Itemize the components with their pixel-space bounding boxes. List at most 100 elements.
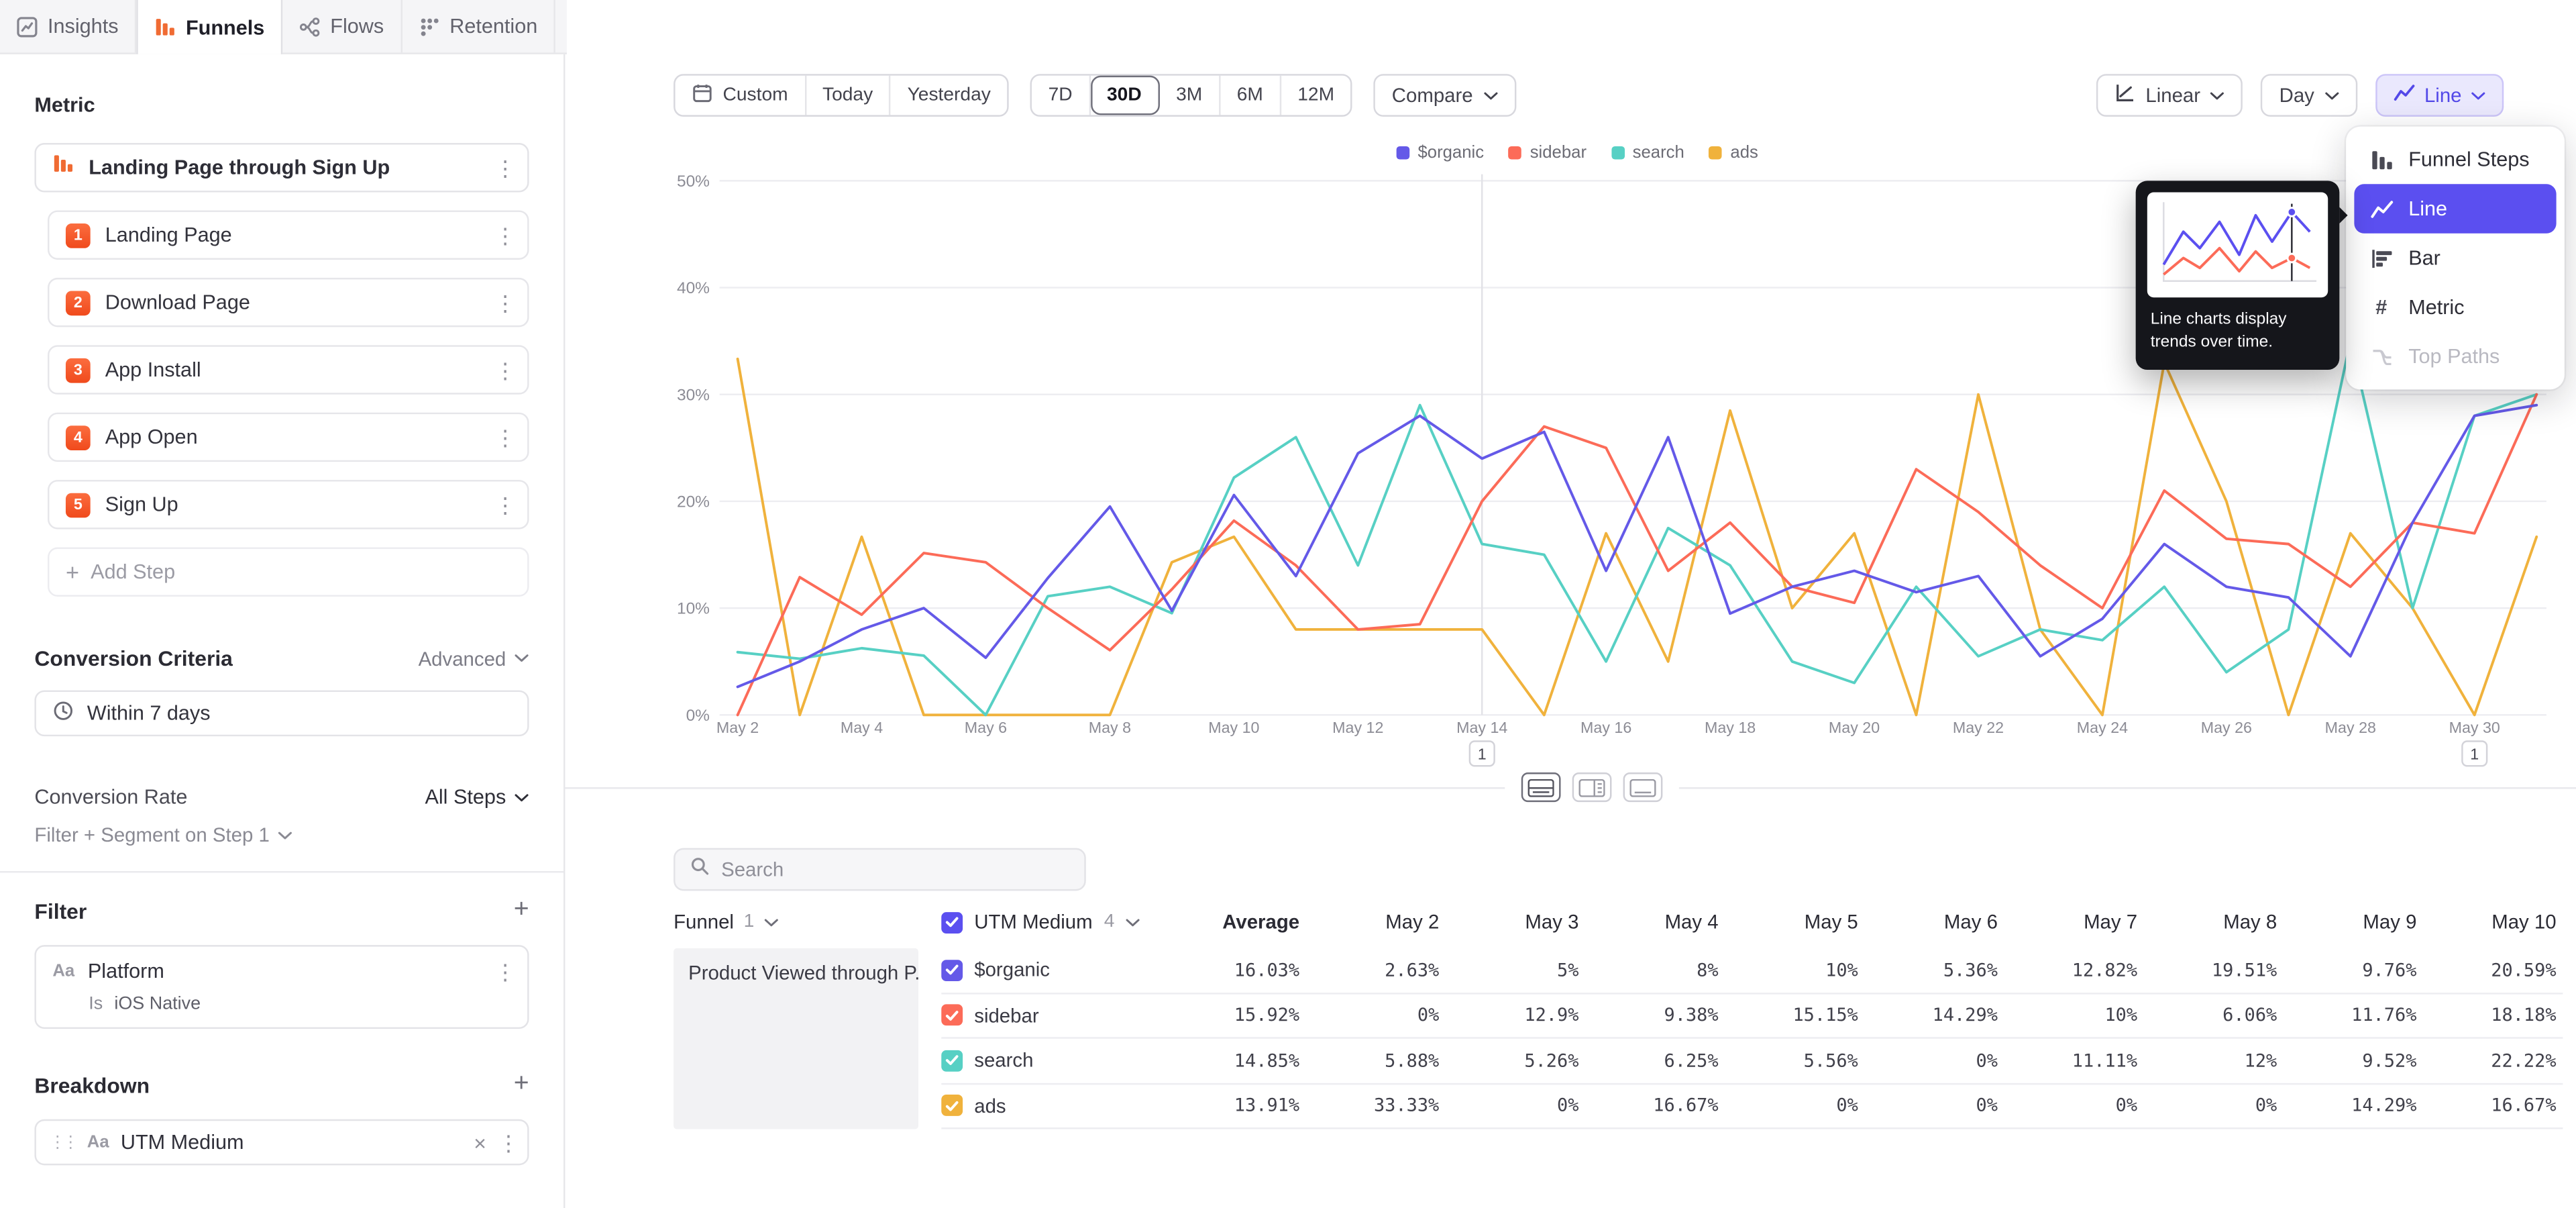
- checkbox-checked[interactable]: [941, 959, 963, 981]
- legend-label: search: [1632, 143, 1684, 163]
- checkbox-checked[interactable]: [941, 1004, 963, 1026]
- step-number-badge: 2: [65, 290, 91, 315]
- legend-item-ads[interactable]: ads: [1709, 143, 1758, 162]
- breakdown-utm-card[interactable]: ⋮⋮ Aa UTM Medium × ⋮: [34, 1119, 529, 1166]
- range-12m[interactable]: 12M: [1297, 85, 1335, 105]
- compare-button[interactable]: Compare: [1373, 74, 1516, 117]
- filter-platform-card[interactable]: Aa Platform ⋮ Is iOS Native: [34, 945, 529, 1029]
- kebab-menu-icon[interactable]: ⋮: [494, 958, 516, 984]
- filter-value[interactable]: iOS Native: [114, 994, 201, 1015]
- day-value: 11.76%: [2351, 1004, 2417, 1026]
- funnel-step-sign-up[interactable]: 5 Sign Up ⋮: [48, 480, 529, 530]
- day-value: 0%: [1976, 1050, 1998, 1072]
- drag-handle-icon[interactable]: ⋮⋮: [49, 1133, 78, 1152]
- table-row-ads[interactable]: ads 13.91% 33.33% 0% 16.67% 0% 0% 0% 0% 14.29% 16.…: [941, 1084, 2563, 1129]
- kebab-menu-icon[interactable]: ⋮: [494, 222, 516, 248]
- day-column-header[interactable]: May 10: [2491, 910, 2557, 934]
- breakdown-column-header[interactable]: UTM Medium 4: [941, 911, 1155, 934]
- menu-item-funnel-steps[interactable]: Funnel Steps: [2354, 135, 2556, 184]
- day-value: 5%: [1557, 959, 1579, 981]
- menu-item-metric[interactable]: # Metric: [2354, 283, 2556, 332]
- menu-item-label: Line: [2408, 197, 2448, 221]
- svg-text:May 12: May 12: [1332, 719, 1383, 736]
- day-column-header[interactable]: May 4: [1664, 910, 1719, 934]
- conversion-window-card[interactable]: Within 7 days: [34, 690, 529, 737]
- day-value: 9.38%: [1664, 1004, 1719, 1026]
- tab-insights[interactable]: Insights: [0, 0, 137, 53]
- day-column-header[interactable]: May 6: [1943, 910, 1998, 934]
- today-button[interactable]: Today: [806, 75, 892, 115]
- advanced-dropdown[interactable]: Advanced: [419, 647, 529, 670]
- checkbox-checked[interactable]: [941, 911, 963, 933]
- day-column-header[interactable]: May 5: [1804, 910, 1858, 934]
- average-column-header[interactable]: Average: [1222, 910, 1300, 934]
- menu-item-label: Funnel Steps: [2408, 148, 2530, 171]
- day-value: 12.82%: [2072, 959, 2138, 981]
- funnel-group-cell[interactable]: Product Viewed through P...: [674, 948, 918, 1129]
- funnel-step-download-page[interactable]: 2 Download Page ⋮: [48, 277, 529, 328]
- layout-side-by-side-icon[interactable]: [1572, 772, 1612, 803]
- layout-chart-only-icon[interactable]: [1623, 772, 1663, 803]
- checkbox-checked[interactable]: [941, 1095, 963, 1117]
- menu-item-bar[interactable]: Bar: [2354, 234, 2556, 283]
- tab-funnels[interactable]: Funnels: [136, 0, 283, 54]
- metric-heading: Metric: [34, 93, 95, 117]
- line-chart[interactable]: 0% 10% 20% 30% 40% 50% 1 1 May 2 May 4 May 6 May 8 M…: [670, 161, 2563, 783]
- funnel-title-card[interactable]: Landing Page through Sign Up ⋮: [34, 143, 529, 193]
- legend-item-search[interactable]: search: [1611, 143, 1684, 162]
- custom-date-button[interactable]: Custom: [676, 75, 806, 115]
- kebab-menu-icon[interactable]: ⋮: [494, 290, 516, 315]
- kebab-menu-icon[interactable]: ⋮: [498, 1129, 519, 1155]
- add-breakdown-button[interactable]: +: [513, 1070, 529, 1098]
- kebab-menu-icon[interactable]: ⋮: [494, 357, 516, 383]
- tab-flows[interactable]: Flows: [282, 0, 402, 53]
- chart-type-dropdown[interactable]: Line: [2375, 74, 2505, 117]
- report-tabs-bar: Insights Funnels Flows Retention: [0, 0, 567, 54]
- scale-dropdown[interactable]: Linear: [2096, 74, 2243, 117]
- tab-label: Flows: [330, 15, 384, 38]
- range-30d[interactable]: 30D: [1090, 75, 1160, 115]
- day-value: 0%: [1976, 1095, 1998, 1117]
- filter-operator[interactable]: Is: [89, 994, 103, 1015]
- line-chart-icon: [2393, 82, 2414, 108]
- legend-item-sidebar[interactable]: sidebar: [1508, 143, 1587, 162]
- table-row-search[interactable]: search 14.85% 5.88% 5.26% 6.25% 5.56% 0% 11.11%…: [941, 1039, 2563, 1085]
- day-column-header[interactable]: May 9: [2363, 910, 2417, 934]
- remove-icon[interactable]: ×: [474, 1129, 486, 1155]
- day-value: 15.15%: [1792, 1004, 1858, 1026]
- funnel-step-landing-page[interactable]: 1 Landing Page ⋮: [48, 210, 529, 260]
- legend-item--organic[interactable]: $organic: [1396, 143, 1484, 162]
- layout-chart-table-icon[interactable]: [1521, 772, 1561, 803]
- funnel-column-header[interactable]: Funnel 1: [674, 911, 941, 934]
- range-7d[interactable]: 7D: [1032, 75, 1091, 115]
- tab-retention[interactable]: Retention: [402, 0, 556, 53]
- add-filter-button[interactable]: +: [513, 895, 529, 924]
- kebab-menu-icon[interactable]: ⋮: [494, 492, 516, 517]
- all-steps-dropdown[interactable]: All Steps: [425, 786, 529, 809]
- funnel-step-app-install[interactable]: 3 App Install ⋮: [48, 345, 529, 395]
- checkbox-checked[interactable]: [941, 1050, 963, 1072]
- step-label: App Open: [105, 425, 198, 449]
- menu-item-label: Top Paths: [2408, 345, 2500, 368]
- kebab-menu-icon[interactable]: ⋮: [494, 155, 516, 181]
- day-column-header[interactable]: May 2: [1385, 910, 1440, 934]
- step-label: Sign Up: [105, 493, 178, 516]
- date-preset-group: Custom Today Yesterday: [674, 74, 1009, 117]
- day-column-header[interactable]: May 3: [1525, 910, 1579, 934]
- interval-dropdown[interactable]: Day: [2261, 74, 2357, 117]
- funnel-step-app-open[interactable]: 4 App Open ⋮: [48, 412, 529, 462]
- yesterday-button[interactable]: Yesterday: [907, 85, 991, 105]
- step-label: Landing Page: [105, 223, 232, 247]
- day-column-header[interactable]: May 8: [2223, 910, 2277, 934]
- filter-segment-dropdown[interactable]: Filter + Segment on Step 1: [34, 823, 529, 846]
- search-input[interactable]: [721, 858, 1070, 881]
- range-6m[interactable]: 6M: [1220, 75, 1281, 115]
- day-column-header[interactable]: May 7: [2084, 910, 2138, 934]
- menu-item-line[interactable]: Line: [2354, 184, 2557, 234]
- kebab-menu-icon[interactable]: ⋮: [494, 425, 516, 450]
- table-row-sidebar[interactable]: sidebar 15.92% 0% 12.9% 9.38% 15.15% 14.29% 10%…: [941, 993, 2563, 1039]
- table-row--organic[interactable]: $organic 16.03% 2.63% 5% 8% 10% 5.36% 12.82% 19.…: [941, 948, 2563, 994]
- range-3m[interactable]: 3M: [1160, 75, 1221, 115]
- add-step-button[interactable]: + Add Step: [48, 547, 529, 597]
